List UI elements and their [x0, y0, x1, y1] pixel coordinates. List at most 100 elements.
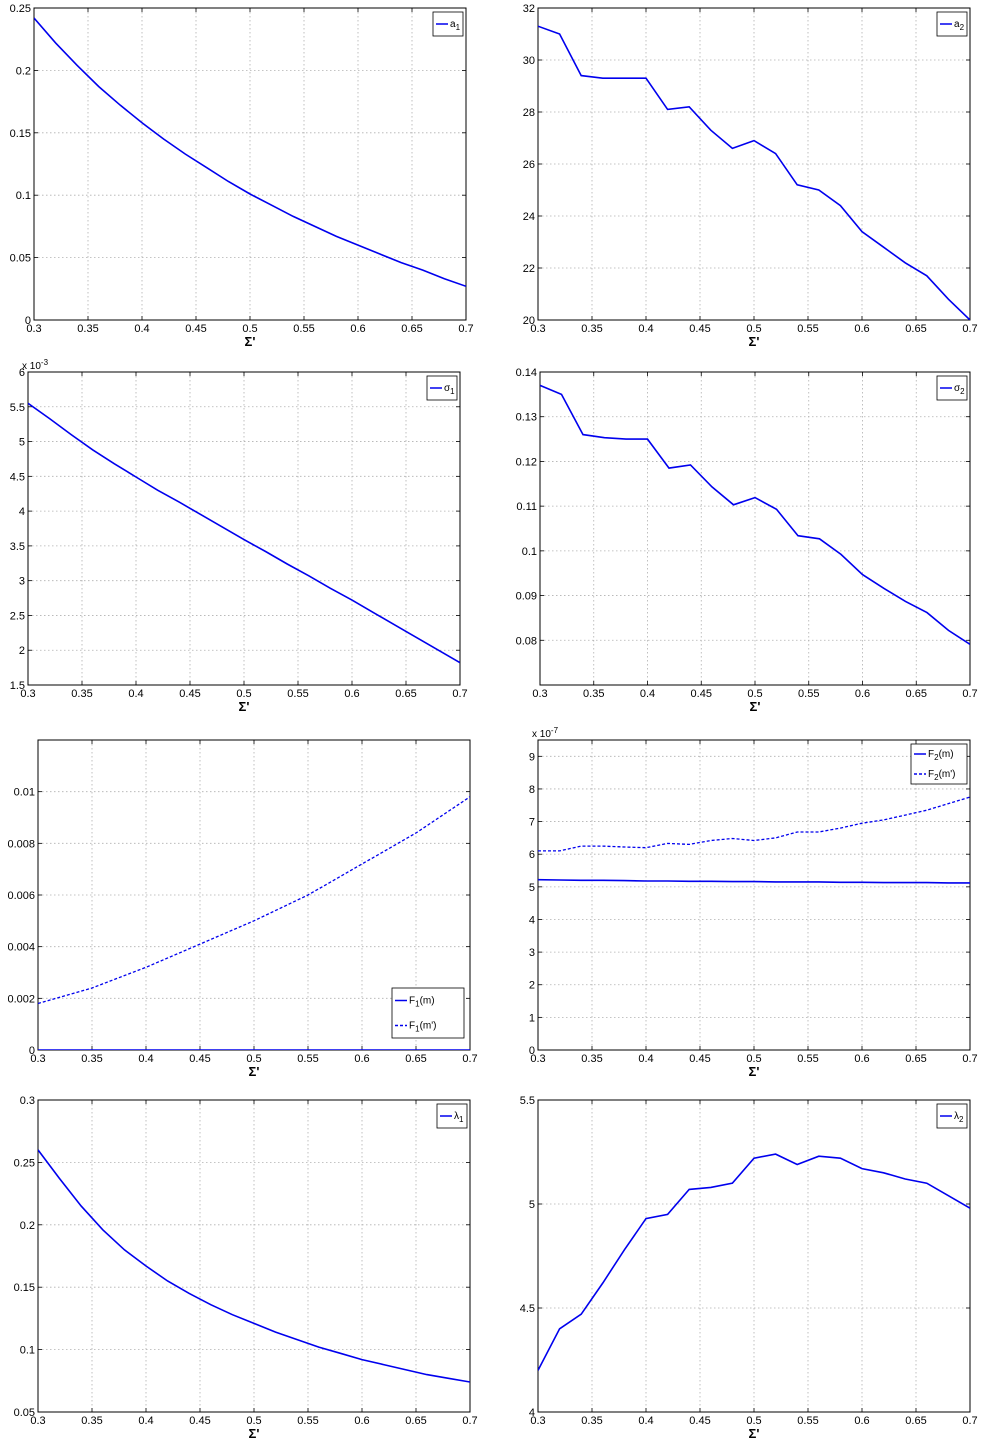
- x-tick-label: 0.35: [77, 323, 98, 335]
- y-tick-label: 9: [529, 751, 535, 763]
- y-tick-label: 0: [529, 1045, 535, 1057]
- x-tick-label: 0.5: [246, 1053, 261, 1065]
- y-tick-label: 0.25: [10, 3, 31, 15]
- x-tick-label: 0.55: [297, 1053, 318, 1065]
- x-tick-label: 0.35: [81, 1415, 102, 1427]
- x-tick-label: 0.65: [905, 1053, 926, 1065]
- x-tick-label: 0.7: [962, 1415, 977, 1427]
- y-tick-label: 1: [529, 1012, 535, 1024]
- axes-box: [37, 1099, 471, 1413]
- x-tick-label: 0.6: [344, 688, 359, 700]
- x-tick-label: 0.4: [138, 1415, 153, 1427]
- legend: λ2: [936, 1103, 968, 1129]
- x-tick-label: 0.5: [246, 1415, 261, 1427]
- y-tick-label: 5: [529, 1199, 535, 1211]
- y-tick-label: 0.1: [20, 1345, 35, 1357]
- y-tick-label: 1.5: [10, 680, 25, 692]
- x-tick-label: 0.55: [797, 323, 818, 335]
- y-tick-label: 32: [523, 3, 535, 15]
- x-tick-label: 0.6: [854, 1053, 869, 1065]
- x-tick-label: 0.55: [293, 323, 314, 335]
- x-tick-label: 0.4: [138, 1053, 153, 1065]
- x-tick-label: 0.5: [236, 688, 251, 700]
- legend-entry: F1(m): [409, 996, 435, 1009]
- x-tick-label: 0.4: [128, 688, 143, 700]
- legend: F1(m) F1(m'): [391, 987, 465, 1039]
- x-tick-label: 0.45: [689, 1415, 710, 1427]
- series-line-1: [28, 402, 460, 664]
- x-tick-label: 0.4: [638, 323, 653, 335]
- y-tick-label: 0.1: [522, 546, 537, 558]
- chart-panel-8: 0.3 0.35 0.4 0.45 0.5 0.55 0.6 0.65 0.7 4 4.5 5 5.5 Σ…: [520, 1095, 978, 1441]
- y-tick-label: 8: [529, 784, 535, 796]
- y-tick-label: 0.05: [14, 1407, 35, 1419]
- y-tick-label: 0.006: [7, 890, 35, 902]
- x-tick-label: 0.55: [297, 1415, 318, 1427]
- y-tick-label: 26: [523, 159, 535, 171]
- x-tick-label: 0.3: [30, 1415, 45, 1427]
- y-tick-label: 4.5: [10, 471, 25, 483]
- y-tick-label: 0.09: [516, 591, 537, 603]
- y-tick-label: 4: [529, 914, 535, 926]
- y-tick-label: 4: [529, 1407, 535, 1419]
- series-line-1: [38, 1149, 470, 1383]
- y-tick-label: 0.2: [16, 65, 31, 77]
- x-tick-label: 0.7: [962, 688, 977, 700]
- series-line-1: [538, 1153, 970, 1371]
- x-tick-label: 0.5: [746, 1415, 761, 1427]
- y-tick-label: 20: [523, 315, 535, 327]
- y-tick-label: 5: [19, 437, 25, 449]
- y-tick-label: 0.01: [14, 787, 35, 799]
- x-tick-label: 0.6: [354, 1053, 369, 1065]
- x-tick-label: 0.65: [401, 323, 422, 335]
- x-tick-label: 0.7: [462, 1415, 477, 1427]
- y-tick-label: 7: [529, 817, 535, 829]
- x-tick-label: 0.6: [855, 688, 870, 700]
- y-tick-label: 0.05: [10, 253, 31, 265]
- y-tick-label: 0.004: [7, 942, 35, 954]
- y-tick-label: 0.15: [10, 128, 31, 140]
- x-tick-label: 0.5: [746, 1053, 761, 1065]
- y-tick-label: 0.2: [20, 1220, 35, 1232]
- x-tick-label: 0.7: [962, 1053, 977, 1065]
- chart-panel-6: 0.3 0.35 0.4 0.45 0.5 0.55 0.6 0.65 0.7 0 1 2 3 4 5 6 7 8…: [529, 726, 978, 1079]
- y-tick-label: 24: [523, 211, 535, 223]
- x-tick-label: 0.4: [638, 1415, 653, 1427]
- x-tick-label: 0.6: [854, 1415, 869, 1427]
- axes-box: [33, 7, 467, 321]
- y-tick-label: 22: [523, 263, 535, 275]
- x-tick-label: 0.55: [287, 688, 308, 700]
- series-line-2: [538, 796, 970, 852]
- y-axis-multiplier: x 10-7: [532, 726, 559, 740]
- x-tick-label: 0.4: [134, 323, 149, 335]
- axes-box: [539, 371, 971, 686]
- x-axis-label: Σ': [245, 334, 256, 349]
- legend-entry: λ1: [454, 1111, 464, 1124]
- y-tick-label: 0.12: [516, 456, 537, 468]
- y-tick-label: 5.5: [520, 1095, 535, 1107]
- y-tick-label: 3.5: [10, 541, 25, 553]
- legend-box: [391, 987, 465, 1039]
- y-tick-label: 2: [529, 980, 535, 992]
- x-tick-label: 0.7: [962, 323, 977, 335]
- y-tick-label: 2: [19, 645, 25, 657]
- x-tick-label: 0.45: [189, 1053, 210, 1065]
- x-tick-label: 0.55: [798, 688, 819, 700]
- y-tick-label: 5: [529, 882, 535, 894]
- x-axis-label: Σ': [750, 699, 761, 714]
- x-axis-label: Σ': [249, 1426, 260, 1441]
- axes-box: [537, 7, 971, 321]
- series-line-2: [38, 796, 470, 1005]
- series-line-1: [540, 384, 970, 645]
- x-axis-label: Σ': [249, 1064, 260, 1079]
- chart-panel-2: 0.3 0.35 0.4 0.45 0.5 0.55 0.6 0.65 0.7 20 22 24 26 2…: [523, 3, 978, 349]
- axes-box: [537, 739, 971, 1051]
- x-tick-label: 0.3: [30, 1053, 45, 1065]
- x-tick-label: 0.65: [395, 688, 416, 700]
- y-tick-label: 3: [19, 576, 25, 588]
- x-axis-label: Σ': [749, 334, 760, 349]
- chart-panel-1: 0.3 0.35 0.4 0.45 0.5 0.55 0.6 0.65 0.7 0 0.05 0.1 0…: [10, 3, 474, 349]
- legend: σ2: [936, 375, 968, 401]
- y-tick-label: 0.14: [516, 367, 537, 379]
